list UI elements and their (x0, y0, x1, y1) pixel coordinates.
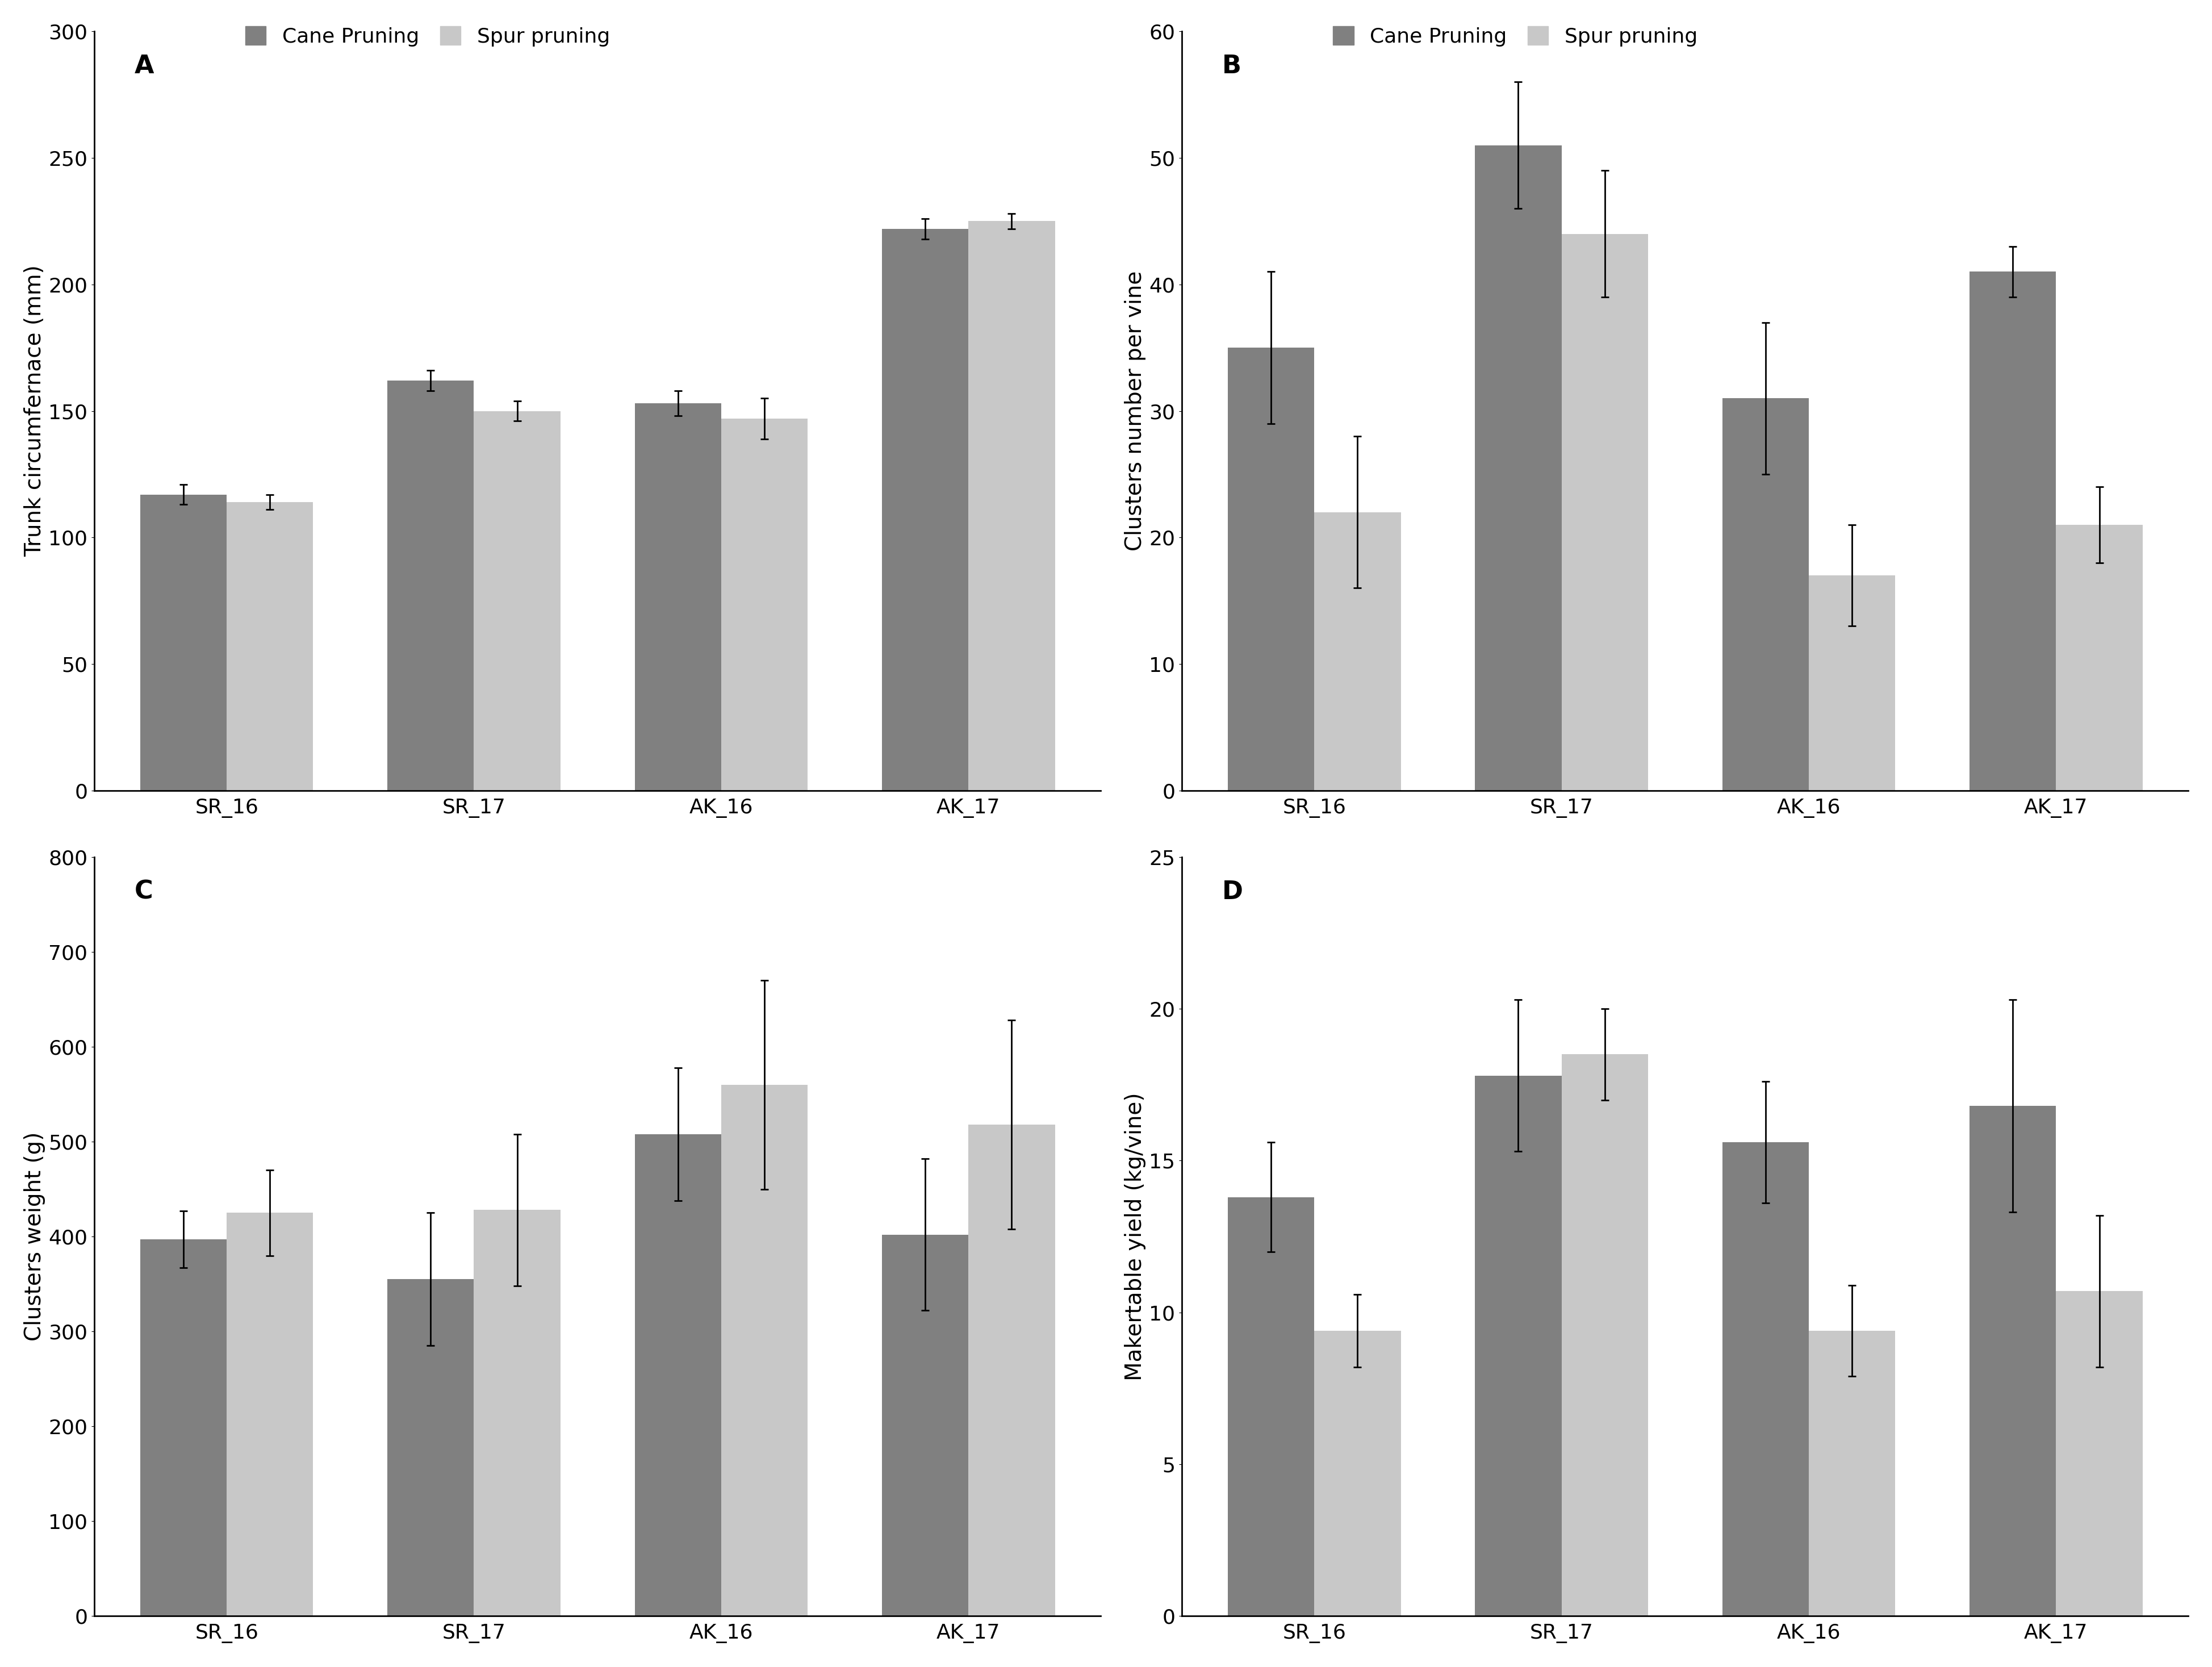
Legend: Cane Pruning, Spur pruning: Cane Pruning, Spur pruning (246, 27, 611, 47)
Text: B: B (1223, 53, 1241, 78)
Bar (969, 222, 1055, 790)
Bar (1562, 1054, 1648, 1615)
Bar (2055, 1292, 2143, 1615)
Y-axis label: Trunk circumfernace (mm): Trunk circumfernace (mm) (24, 265, 44, 557)
Bar (1723, 398, 1809, 790)
Bar (969, 1125, 1055, 1615)
Bar (1562, 233, 1648, 790)
Bar (473, 412, 560, 790)
Bar (1969, 272, 2055, 790)
Y-axis label: Clusters weight (g): Clusters weight (g) (24, 1132, 44, 1342)
Legend: Cane Pruning, Spur pruning: Cane Pruning, Spur pruning (1334, 27, 1697, 47)
Bar (1314, 512, 1400, 790)
Bar (1969, 1105, 2055, 1615)
Bar (883, 1235, 969, 1615)
Bar (883, 228, 969, 790)
Bar (1475, 1075, 1562, 1615)
Bar (635, 403, 721, 790)
Y-axis label: Clusters number per vine: Clusters number per vine (1124, 270, 1146, 552)
Bar (226, 1214, 314, 1615)
Text: C: C (135, 880, 153, 904)
Bar (226, 502, 314, 790)
Bar (721, 1085, 807, 1615)
Bar (1228, 1197, 1314, 1615)
Bar (473, 1210, 560, 1615)
Text: A: A (135, 53, 155, 78)
Bar (139, 1239, 226, 1615)
Text: D: D (1223, 880, 1243, 904)
Bar (1809, 1330, 1896, 1615)
Bar (2055, 525, 2143, 790)
Bar (1475, 145, 1562, 790)
Bar (387, 1279, 473, 1615)
Bar (1723, 1142, 1809, 1615)
Bar (1314, 1330, 1400, 1615)
Bar (139, 495, 226, 790)
Bar (721, 418, 807, 790)
Bar (387, 380, 473, 790)
Bar (635, 1134, 721, 1615)
Bar (1228, 348, 1314, 790)
Bar (1809, 575, 1896, 790)
Y-axis label: Makertable yield (kg/vine): Makertable yield (kg/vine) (1124, 1092, 1146, 1380)
